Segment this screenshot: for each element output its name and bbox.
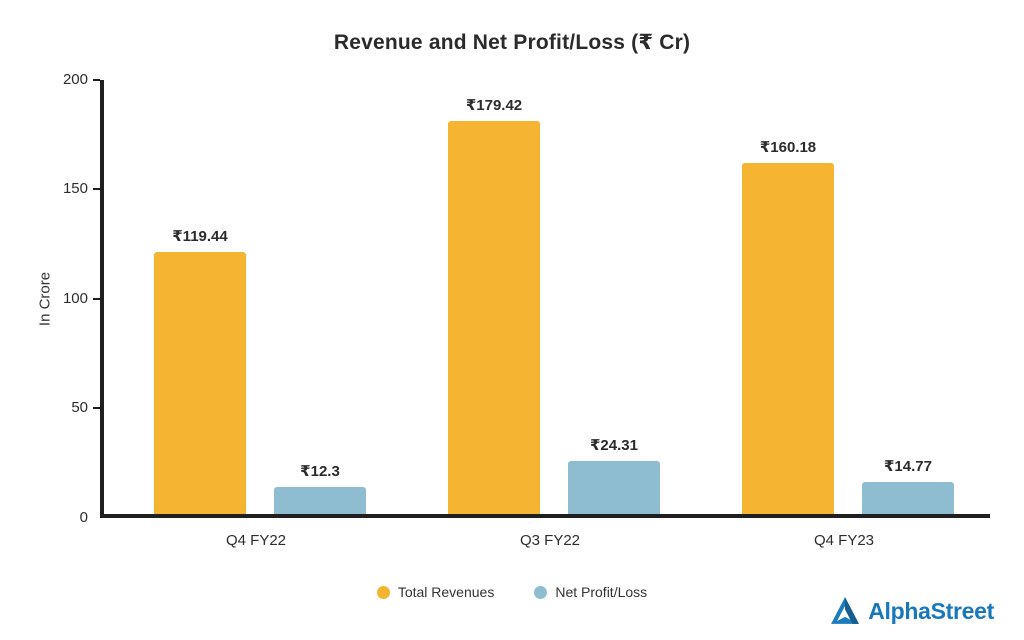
- bar-group-q3fy22-profit: ₹24.31: [568, 436, 660, 514]
- bar-total-revenues: [448, 121, 540, 514]
- bar-value-label: ₹12.3: [300, 463, 340, 481]
- chart-legend: Total Revenues Net Profit/Loss: [0, 584, 1024, 600]
- y-tick-50: 50: [71, 399, 88, 416]
- brand-name: AlphaStreet: [868, 597, 994, 624]
- bar-group-q4fy22-revenue: ₹119.44: [154, 227, 246, 514]
- bar-value-label: ₹14.77: [884, 457, 932, 475]
- chart-title: Revenue and Net Profit/Loss (₹ Cr): [333, 31, 691, 54]
- bar-value-label: ₹119.44: [172, 228, 228, 246]
- alphastreet-logo-icon: [830, 596, 860, 626]
- y-tick-200: 200: [62, 71, 88, 88]
- bar-group-q4fy23-revenue: ₹160.18: [742, 138, 834, 514]
- y-tick-0: 0: [79, 509, 88, 526]
- x-category-label: Q4 FY22: [225, 532, 287, 549]
- bar-group-q4fy23-profit: ₹14.77: [862, 457, 954, 514]
- x-category-label: Q4 FY23: [813, 532, 875, 549]
- legend-label: Net Profit/Loss: [555, 584, 648, 600]
- legend-label: Total Revenues: [397, 584, 495, 600]
- brand-logo: AlphaStreet: [830, 596, 994, 626]
- y-tickmark: [93, 79, 100, 81]
- y-tick-100: 100: [62, 290, 88, 307]
- bar-total-revenues: [154, 252, 246, 514]
- y-tickmark: [93, 407, 100, 409]
- legend-dot-blue: [534, 585, 548, 599]
- y-tick-150: 150: [62, 180, 88, 197]
- y-tickmark: [93, 298, 100, 300]
- bar-net-profit: [862, 481, 954, 514]
- bar-net-profit: [274, 487, 366, 514]
- y-tickmark: [93, 188, 100, 190]
- bar-group-q3fy22-revenue: ₹179.42: [448, 96, 540, 514]
- x-category-label: Q3 FY22: [519, 532, 581, 549]
- legend-item-net-profit: Net Profit/Loss: [534, 584, 647, 600]
- bar-value-label: ₹179.42: [465, 97, 523, 115]
- bar-group-q4fy22-profit: ₹12.3: [274, 462, 366, 514]
- plot-area: ₹119.44 ₹12.3 ₹179.42 ₹24.31 ₹160.18 ₹14…: [100, 80, 990, 518]
- legend-item-total-revenues: Total Revenues: [376, 584, 495, 600]
- bar-total-revenues: [742, 163, 834, 514]
- legend-dot-yellow: [376, 585, 390, 599]
- bar-net-profit: [568, 460, 660, 514]
- bar-value-label: ₹24.31: [590, 436, 638, 454]
- bar-value-label: ₹160.18: [759, 139, 817, 157]
